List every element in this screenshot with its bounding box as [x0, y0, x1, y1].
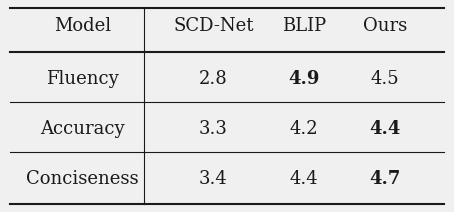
Text: Fluency: Fluency [46, 70, 119, 88]
Text: 4.7: 4.7 [369, 170, 400, 188]
Text: BLIP: BLIP [281, 18, 326, 35]
Text: 2.8: 2.8 [199, 70, 228, 88]
Text: SCD-Net: SCD-Net [173, 18, 254, 35]
Text: Ours: Ours [363, 18, 407, 35]
Text: Conciseness: Conciseness [26, 170, 139, 188]
Text: Model: Model [54, 18, 111, 35]
Text: 3.3: 3.3 [199, 120, 228, 138]
Text: Accuracy: Accuracy [40, 120, 125, 138]
Text: 4.9: 4.9 [288, 70, 320, 88]
Text: 3.4: 3.4 [199, 170, 228, 188]
Text: 4.2: 4.2 [289, 120, 318, 138]
Text: 4.4: 4.4 [289, 170, 318, 188]
Text: 4.4: 4.4 [369, 120, 400, 138]
Text: 4.5: 4.5 [370, 70, 399, 88]
